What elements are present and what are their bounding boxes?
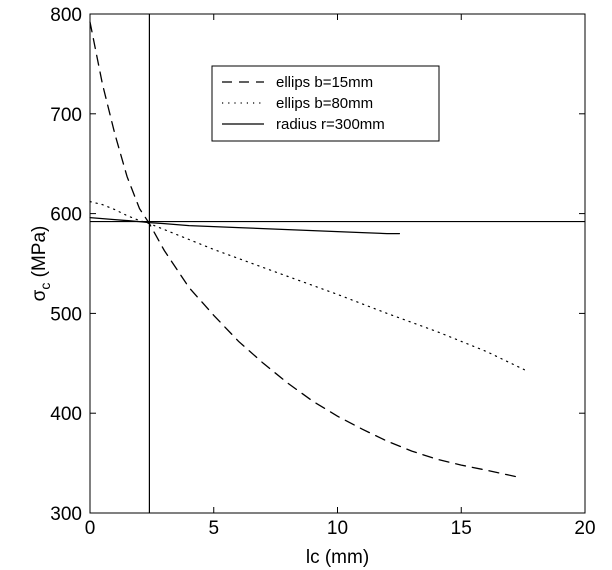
x-tick-label: 0 xyxy=(85,518,96,539)
legend-label-3: radius r=300mm xyxy=(276,116,385,133)
legend-label-1: ellips b=15mm xyxy=(276,74,373,91)
x-axis-label: lc (mm) xyxy=(306,547,369,568)
x-tick-label: 5 xyxy=(208,518,219,539)
series-line-1 xyxy=(89,21,519,478)
y-axis-label: σc (MPa) xyxy=(29,226,53,302)
reference-lines xyxy=(90,14,585,513)
y-axis-label-unit: (MPa) xyxy=(29,226,50,283)
y-tick-label: 600 xyxy=(50,205,82,226)
y-axis-label-subscript: c xyxy=(37,283,53,290)
y-tick-label: 400 xyxy=(50,404,82,425)
legend-label-2: ellips b=80mm xyxy=(276,95,373,112)
series-line-2 xyxy=(89,201,527,371)
x-tick-label: 15 xyxy=(451,518,472,539)
tick-layer: 0 5 10 15 20 300 400 500 600 700 800 xyxy=(50,5,595,539)
legend: ellips b=15mm ellips b=80mm radius r=300mm xyxy=(211,65,440,142)
legend-box xyxy=(211,65,440,142)
x-tick-label: 20 xyxy=(574,518,595,539)
series-layer xyxy=(89,21,527,478)
y-tick-label: 300 xyxy=(50,504,82,525)
y-tick-label: 700 xyxy=(50,105,82,126)
y-tick-label: 500 xyxy=(50,304,82,325)
y-axis-label-symbol: σ xyxy=(29,289,50,301)
series-line-3 xyxy=(89,216,401,235)
y-tick-label: 800 xyxy=(50,5,82,26)
x-tick-label: 10 xyxy=(327,518,348,539)
